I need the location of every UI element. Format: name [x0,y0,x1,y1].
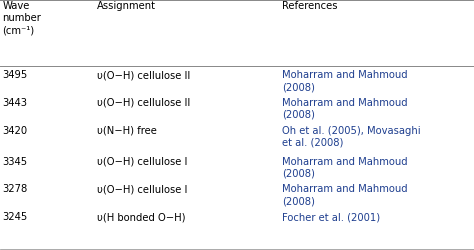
Text: 3245: 3245 [2,211,27,221]
Text: Oh et al. (2005), Movasaghi
et al. (2008): Oh et al. (2005), Movasaghi et al. (2008… [282,125,420,147]
Text: Assignment: Assignment [97,1,156,11]
Text: υ(O−H) cellulose I: υ(O−H) cellulose I [97,156,188,166]
Text: 3420: 3420 [2,125,27,135]
Text: 3278: 3278 [2,184,27,194]
Text: υ(N−H) free: υ(N−H) free [97,125,157,135]
Text: Moharram and Mahmoud
(2008): Moharram and Mahmoud (2008) [282,184,408,206]
Text: Moharram and Mahmoud
(2008): Moharram and Mahmoud (2008) [282,70,408,92]
Text: Focher et al. (2001): Focher et al. (2001) [282,211,380,221]
Text: Wave
number
(cm⁻¹): Wave number (cm⁻¹) [2,1,41,35]
Text: 3495: 3495 [2,70,27,80]
Text: υ(O−H) cellulose II: υ(O−H) cellulose II [97,98,191,108]
Text: Moharram and Mahmoud
(2008): Moharram and Mahmoud (2008) [282,98,408,120]
Text: υ(O−H) cellulose I: υ(O−H) cellulose I [97,184,188,194]
Text: Moharram and Mahmoud
(2008): Moharram and Mahmoud (2008) [282,156,408,178]
Text: υ(H bonded O−H): υ(H bonded O−H) [97,211,186,221]
Text: 3443: 3443 [2,98,27,108]
Text: References: References [282,1,337,11]
Text: 3345: 3345 [2,156,27,166]
Text: υ(O−H) cellulose II: υ(O−H) cellulose II [97,70,191,80]
